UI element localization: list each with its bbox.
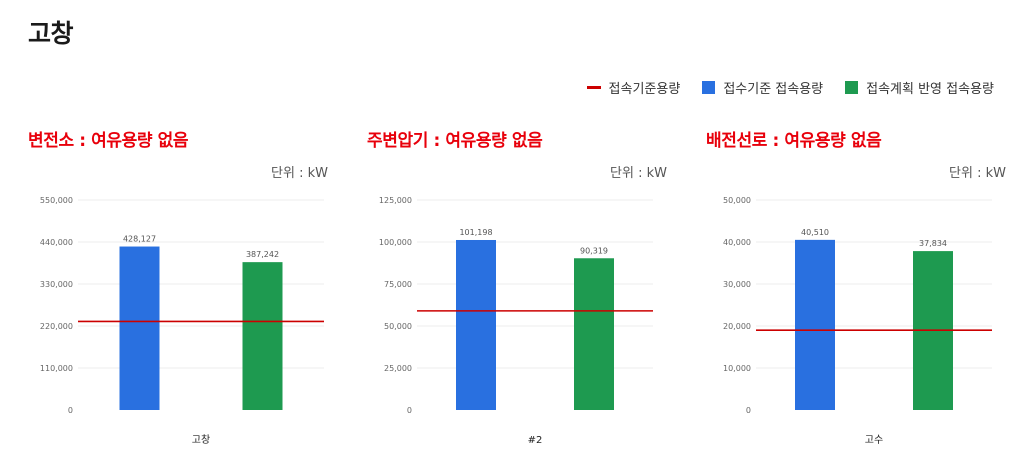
y-tick-label: 220,000 <box>40 322 73 331</box>
panel-heading: 변전소 : 여유용량 없음 <box>28 131 189 151</box>
x-category-label: #2 <box>528 435 543 446</box>
bar-chart-substation: 0 110,000 220,000 330,000 440,000 550,000 428,… <box>40 196 324 446</box>
y-tick-label: 440,000 <box>40 238 73 247</box>
data-label: 40,510 <box>801 228 829 237</box>
y-tick-label: 100,000 <box>379 238 412 247</box>
y-tick-label: 0 <box>746 406 751 415</box>
chart-panel-substation: 변전소 : 여유용량 없음 단위 : kW 0 110,000 220,000 330… <box>28 126 328 456</box>
y-tick-label: 75,000 <box>384 280 412 289</box>
x-category-label: 고창 <box>192 434 210 446</box>
y-tick-label: 110,000 <box>40 364 73 373</box>
bar <box>795 239 835 410</box>
panel-heading: 주변압기 : 여유용량 없음 <box>367 131 543 151</box>
y-tick-label: 0 <box>407 406 412 415</box>
y-tick-label: 50,000 <box>723 196 751 205</box>
data-label: 90,319 <box>580 246 608 255</box>
bar <box>574 258 614 410</box>
chart-panel-transformer: 주변압기 : 여유용량 없음 단위 : kW 0 25,000 50,000 75,0… <box>367 126 667 456</box>
y-tick-label: 40,000 <box>723 238 751 247</box>
y-tick-label: 125,000 <box>379 196 412 205</box>
data-label: 428,127 <box>123 235 156 244</box>
legend-item-received[interactable]: 접수기준 접속용량 <box>702 78 823 97</box>
legend-item-planned[interactable]: 접속계획 반영 접속용량 <box>845 78 994 97</box>
y-tick-label: 330,000 <box>40 280 73 289</box>
data-label: 387,242 <box>246 250 279 259</box>
x-category-label: 고수 <box>865 434 883 446</box>
y-tick-label: 50,000 <box>384 322 412 331</box>
panel-heading: 배전선로 : 여유용량 없음 <box>706 131 882 151</box>
bar <box>119 246 160 410</box>
y-tick-label: 0 <box>68 406 73 415</box>
y-tick-label: 550,000 <box>40 196 73 205</box>
bar <box>242 262 283 410</box>
y-tick-label: 10,000 <box>723 364 751 373</box>
bar <box>456 239 496 410</box>
data-label: 101,198 <box>459 228 492 237</box>
bar-chart-transformer: 0 25,000 50,000 75,000 100,000 125,000 101,198… <box>379 196 653 446</box>
chart-legend: 접속기준용량 접수기준 접속용량 접속계획 반영 접속용량 <box>586 78 994 97</box>
legend-label: 접속기준용량 <box>608 82 681 97</box>
y-tick-label: 30,000 <box>723 280 751 289</box>
unit-label: 단위 : kW <box>610 166 667 181</box>
unit-label: 단위 : kW <box>271 166 328 181</box>
y-tick-label: 25,000 <box>384 364 412 373</box>
legend-box-swatch <box>845 81 859 94</box>
bar-chart-distribution-line: 0 10,000 20,000 30,000 40,000 50,000 40,510 37,… <box>723 196 992 446</box>
legend-label: 접수기준 접속용량 <box>723 82 824 97</box>
chart-panel-distribution-line: 배전선로 : 여유용량 없음 단위 : kW 0 10,000 20,000 30,0… <box>706 126 1006 456</box>
legend-label: 접속계획 반영 접속용량 <box>866 82 994 97</box>
unit-label: 단위 : kW <box>949 166 1006 181</box>
y-tick-label: 20,000 <box>723 322 751 331</box>
legend-line-swatch <box>586 86 601 89</box>
legend-item-reference[interactable]: 접속기준용량 <box>586 78 681 97</box>
data-label: 37,834 <box>919 239 947 248</box>
legend-box-swatch <box>702 81 716 94</box>
page-title: 고창 <box>28 19 74 48</box>
